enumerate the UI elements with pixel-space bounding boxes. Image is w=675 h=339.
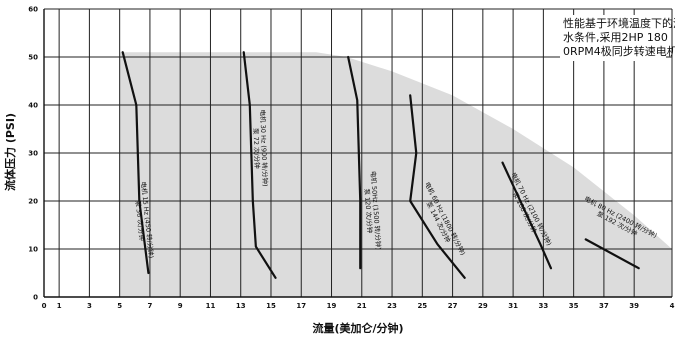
pump-curve-1 — [121, 51, 150, 275]
x-tick-label: 7 — [147, 302, 152, 310]
x-tick-label: 31 — [508, 302, 518, 310]
x-tick-label: 25 — [417, 302, 427, 310]
pump-curve-4 — [409, 94, 466, 279]
y-axis-title: 流体压力 (PSI) — [3, 113, 17, 191]
x-tick-label: 1 — [57, 302, 62, 310]
x-tick-label: 19 — [327, 302, 337, 310]
y-tick-label: 60 — [28, 6, 38, 14]
x-tick-label: 5 — [117, 302, 122, 310]
pump-curve-6 — [584, 238, 640, 270]
y-tick-label: 10 — [28, 246, 38, 254]
pump-curve-3 — [347, 55, 362, 270]
x-tick-label: 3 — [87, 302, 92, 310]
curves-layer — [121, 51, 640, 279]
y-tick-label: 40 — [28, 102, 38, 110]
y-tick-label: 20 — [28, 198, 38, 206]
x-tick-label: 0 — [42, 302, 47, 310]
pump-curve-5 — [501, 161, 553, 270]
x-tick-label: 35 — [569, 302, 579, 310]
x-tick-label: 23 — [387, 302, 397, 310]
y-tick-label: 30 — [28, 150, 38, 158]
x-tick-label: 13 — [236, 302, 246, 310]
x-tick-label: 9 — [178, 302, 183, 310]
x-tick-label: 33 — [538, 302, 548, 310]
y-tick-label: 50 — [28, 54, 38, 62]
pump-curve-2 — [242, 51, 277, 279]
x-tick-label: 11 — [206, 302, 216, 310]
x-tick-label: 27 — [448, 302, 458, 310]
x-axis-title: 流量(美加仑/分钟) — [312, 321, 403, 335]
performance-region-layer — [119, 52, 672, 298]
x-tick-label: 39 — [629, 302, 639, 310]
x-tick-label: 15 — [266, 302, 276, 310]
axes-layer: 0 1 3 5 7 9 11 13 15 17 19 21 23 25 27 29 31 33 35 37 39 4010… — [28, 6, 674, 311]
x-tick-label: 37 — [599, 302, 609, 310]
annotation-background — [560, 15, 666, 61]
curve-label-2: 电机 30 Hz (900 转/分钟)泵 72 次/分钟 — [251, 109, 270, 187]
performance-region — [119, 52, 672, 298]
x-tick-label: 29 — [478, 302, 488, 310]
x-tick-label: 17 — [296, 302, 306, 310]
x-tick-label: 4 — [670, 302, 675, 310]
y-tick-label: 0 — [33, 294, 38, 302]
x-tick-label: 21 — [357, 302, 367, 310]
